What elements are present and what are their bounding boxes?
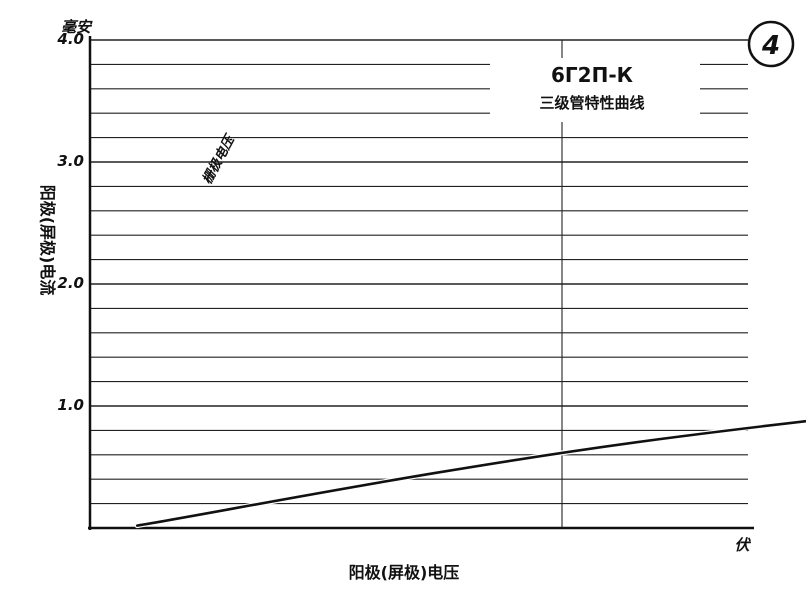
axes — [88, 36, 754, 530]
curves — [134, 418, 806, 529]
curve-line — [135, 419, 806, 527]
page-badge-circle — [747, 20, 795, 68]
curve-label-prefix: 栅极电压 — [199, 131, 239, 187]
y-tick-label: 3.0 — [57, 152, 84, 170]
x-axis-label: 阳极(屏极)电压 — [349, 563, 460, 582]
chart-title: 6Г2П-К — [551, 63, 634, 87]
y-axis-label: 阳极(屏极)电流 — [38, 185, 57, 296]
y-tick-label: 4.0 — [56, 30, 84, 48]
page-badge: 4 — [761, 31, 780, 61]
y-unit: 毫安 — [61, 18, 93, 36]
curve-halo — [134, 418, 806, 529]
title-backdrop — [490, 58, 700, 122]
y-tick-label: 1.0 — [57, 396, 84, 414]
x-unit: 伏 — [734, 536, 751, 554]
tick-labels: 1002003004005001.02.03.04.0 — [56, 30, 84, 414]
y-tick-label: 2.0 — [57, 274, 84, 292]
chart-subtitle: 三级管特性曲线 — [539, 94, 644, 112]
